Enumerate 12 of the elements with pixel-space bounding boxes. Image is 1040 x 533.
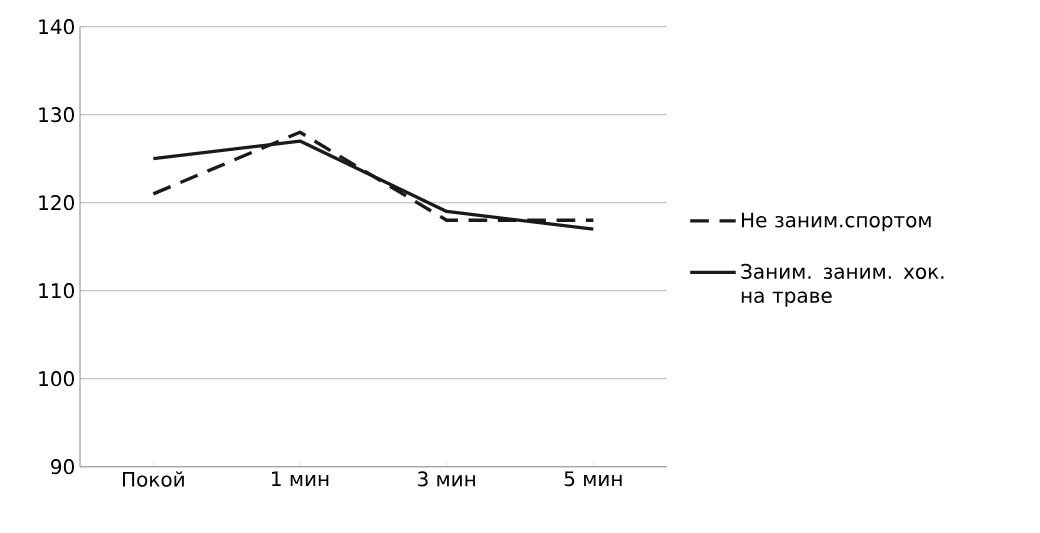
y-tick-label: 90 — [51, 458, 74, 475]
y-tick-label: 100 — [39, 370, 74, 387]
legend-label: Не заним.спортом — [742, 212, 931, 232]
y-tick-label: 140 — [39, 18, 74, 35]
y-tick-label: 110 — [39, 282, 74, 299]
y-tick-label: 120 — [39, 194, 74, 211]
x-tick-label: 3 мин — [418, 471, 475, 487]
x-tick-label: 5 мин — [564, 471, 622, 487]
y-tick-label: 130 — [39, 106, 74, 123]
legend-label: Заним. заним. хок. на траве — [741, 263, 944, 307]
x-tick-label: 1 мин — [272, 471, 329, 486]
x-tick-label: Покой — [123, 471, 184, 487]
